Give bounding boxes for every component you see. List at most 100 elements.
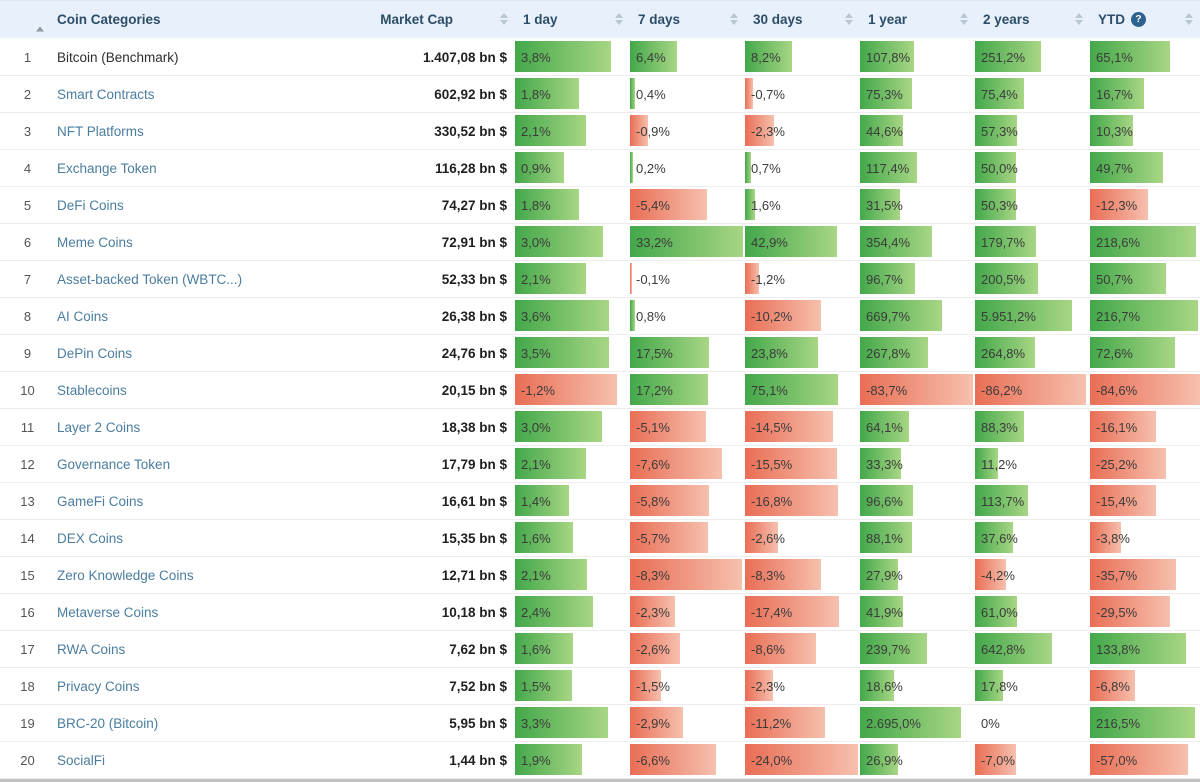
perf-cell: -14,5% [745,409,860,445]
category-link[interactable]: Metaverse Coins [57,604,159,620]
category-link[interactable]: SocialFi [57,752,106,768]
category-link[interactable]: Governance Token [57,456,171,472]
col-header-ytd[interactable]: YTD ? [1090,1,1200,37]
perf-cell: -5,4% [630,187,745,223]
category-link[interactable]: AI Coins [57,308,109,324]
category-link[interactable]: Meme Coins [57,234,133,250]
perf-bar [860,337,928,368]
category-link[interactable]: Stablecoins [57,382,127,398]
perf-bar [1090,707,1195,738]
category-link[interactable]: NFT Platforms [57,123,144,139]
category-link[interactable]: Smart Contracts [57,86,155,102]
perf-value: 50,3% [981,197,1018,213]
category-link[interactable]: DEX Coins [57,530,124,546]
col-header-2-years[interactable]: 2 years [975,1,1090,37]
category-cell: AI Coins [55,298,335,334]
category-link[interactable]: Bitcoin (Benchmark) [57,49,179,65]
category-link[interactable]: Zero Knowledge Coins [57,567,194,583]
rank-cell: 8 [23,308,32,324]
category-link[interactable]: DeFi Coins [57,197,124,213]
col-header-1-day[interactable]: 1 day [515,1,630,37]
bottom-scrollbar-track[interactable] [0,779,1200,782]
category-link[interactable]: Exchange Token [57,160,157,176]
perf-cell: -1,2% [745,261,860,297]
perf-value: 1,8% [521,86,551,102]
perf-cell: 3,0% [515,224,630,260]
perf-bar [630,115,649,146]
category-link[interactable]: BRC-20 (Bitcoin) [57,715,159,731]
sort-icon [845,13,853,25]
sort-asc-icon [36,11,44,32]
col-header-market-cap[interactable]: Market Cap [335,1,515,37]
perf-cell: 354,4% [860,224,975,260]
perf-value: -5,8% [636,493,670,509]
perf-value: 2,4% [521,604,551,620]
market-cap-cell: 52,33 bn $ [441,271,507,287]
perf-value: 10,3% [1096,123,1133,139]
perf-value: 5.951,2% [981,308,1036,324]
category-cell: Stablecoins [55,372,335,408]
perf-cell: -2,6% [745,520,860,556]
category-cell: Privacy Coins [55,668,335,704]
rank-cell: 12 [20,456,35,472]
category-link[interactable]: DePin Coins [57,345,133,361]
perf-cell: 50,3% [975,187,1090,223]
perf-cell: -1,2% [515,372,630,408]
perf-value: 27,9% [866,567,903,583]
perf-bar [515,337,609,368]
perf-value: -15,4% [1096,493,1138,509]
perf-bar [860,115,903,146]
perf-cell: 1,9% [515,742,630,778]
perf-value: -2,3% [751,678,785,694]
perf-bar [860,411,909,442]
category-link[interactable]: RWA Coins [57,641,126,657]
col-header-rank[interactable] [0,1,55,37]
perf-value: 133,8% [1096,641,1141,657]
perf-cell: 5.951,2% [975,298,1090,334]
col-header-coin-categories[interactable]: Coin Categories [55,1,335,37]
perf-bar [975,337,1035,368]
perf-bar [860,707,961,738]
perf-value: -2,3% [751,123,785,139]
perf-bar [630,41,678,72]
perf-cell: -2,6% [630,631,745,667]
perf-bar [630,559,742,590]
table-row: 11 Layer 2 Coins 18,38 bn $ 3,0% -5,1% -14,5%… [0,409,1200,446]
perf-bar [860,522,912,553]
col-header-7-days[interactable]: 7 days [630,1,745,37]
ytd-help-icon[interactable]: ? [1131,11,1146,27]
perf-cell: -6,6% [630,742,745,778]
rank-cell: 20 [20,752,35,768]
perf-value: 251,2% [981,49,1026,65]
perf-bar [630,374,708,405]
perf-bar [745,152,751,183]
perf-cell: 65,1% [1090,39,1200,75]
perf-value: -15,5% [751,456,793,472]
perf-value: 75,1% [751,382,788,398]
perf-cell: 75,4% [975,76,1090,112]
perf-bar [1090,41,1171,72]
sort-icon [960,13,968,25]
perf-bar [630,337,710,368]
perf-bar [515,448,587,479]
perf-bar [515,411,602,442]
perf-value: -7,6% [636,456,670,472]
sort-icon [730,13,738,25]
perf-value: 239,7% [866,641,911,657]
perf-value: 50,0% [981,160,1018,176]
market-cap-cell: 5,95 bn $ [449,715,507,731]
rank-cell: 14 [20,530,35,546]
table-row: 7 Asset-backed Token (WBTC...) 52,33 bn $ 2… [0,261,1200,298]
category-link[interactable]: Asset-backed Token (WBTC...) [57,271,243,287]
category-link[interactable]: Layer 2 Coins [57,419,141,435]
perf-bar [1090,633,1186,664]
perf-bar [630,707,684,738]
category-link[interactable]: GameFi Coins [57,493,144,509]
category-link[interactable]: Privacy Coins [57,678,140,694]
table-row: 5 DeFi Coins 74,27 bn $ 1,8% -5,4% 1,6% 31,5% 5… [0,187,1200,224]
col-header-30-days[interactable]: 30 days [745,1,860,37]
perf-value: 1,4% [521,493,551,509]
perf-value: 8,2% [751,49,781,65]
perf-value: 37,6% [981,530,1018,546]
col-header-1-year[interactable]: 1 year [860,1,975,37]
